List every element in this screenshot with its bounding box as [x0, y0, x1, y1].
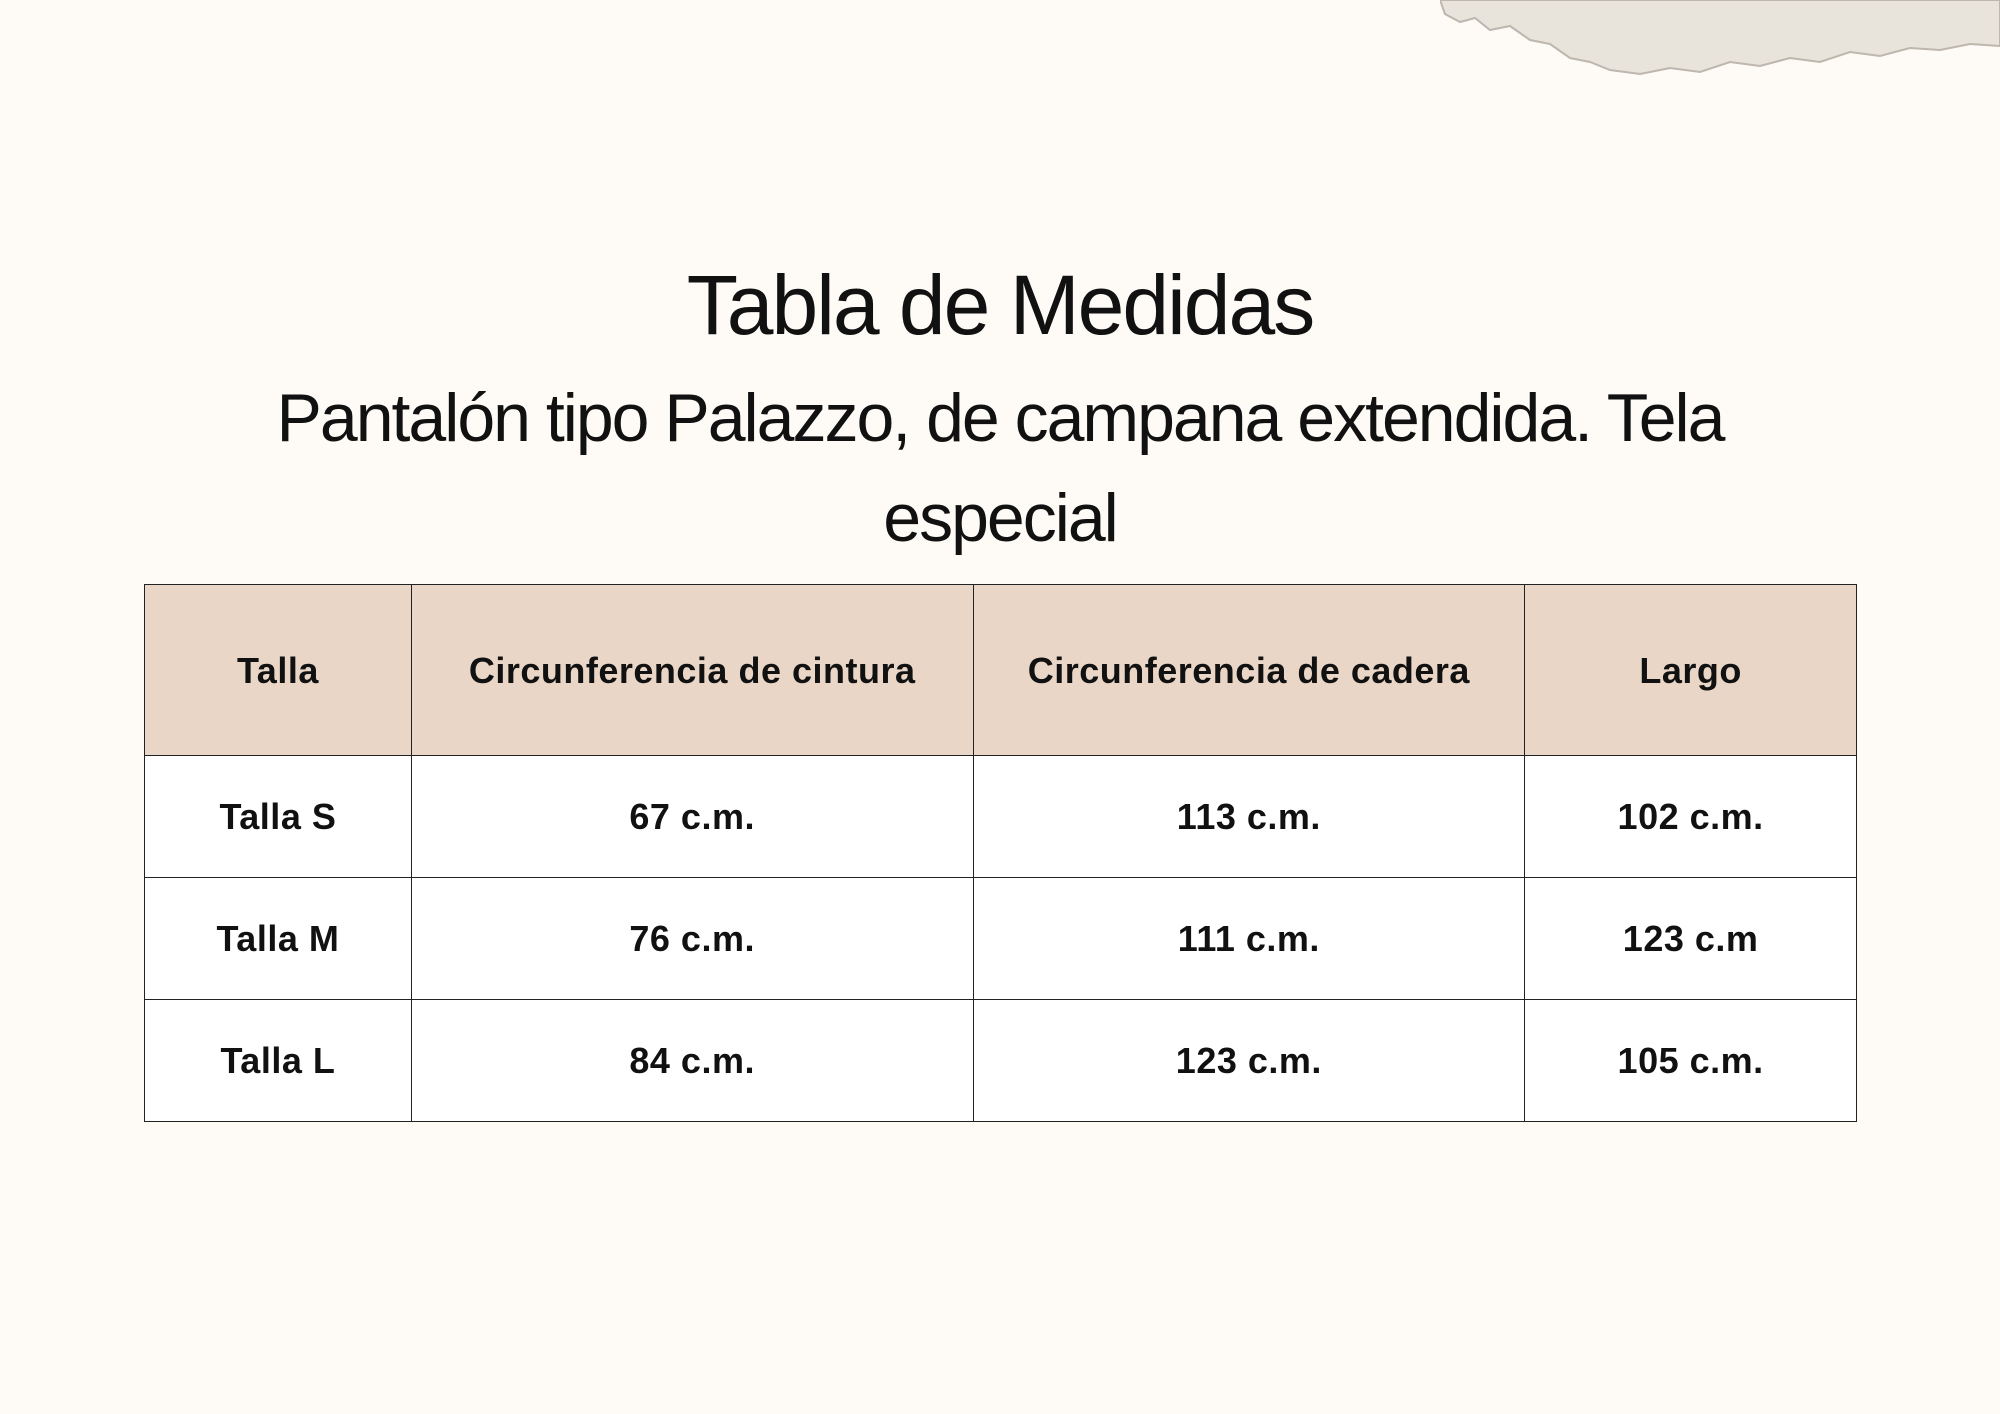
table-body: Talla S 67 c.m. 113 c.m. 102 c.m. Talla M 76 … [144, 755, 1857, 1122]
measure-cell: 102 c.m. [1524, 755, 1857, 878]
measure-cell: 111 c.m. [972, 877, 1526, 1000]
size-cell: Talla S [144, 755, 412, 878]
header-row: Talla Circunferencia de cintura Circunfere… [144, 584, 1857, 756]
table-row: Talla L 84 c.m. 123 c.m. 105 c.m. [144, 999, 1857, 1122]
title: Tabla de Medidas [686, 258, 1315, 352]
column-header: Largo [1524, 584, 1857, 756]
measure-cell: 123 c.m [1524, 877, 1857, 1000]
measure-cell: 84 c.m. [410, 999, 974, 1122]
measure-cell: 105 c.m. [1524, 999, 1857, 1122]
measure-cell: 76 c.m. [410, 877, 974, 1000]
measure-cell: 113 c.m. [972, 755, 1526, 878]
size-cell: Talla L [144, 999, 412, 1122]
table-row: Talla S 67 c.m. 113 c.m. 102 c.m. [144, 755, 1857, 878]
column-header: Talla [144, 584, 412, 756]
column-header: Circunferencia de cintura [410, 584, 974, 756]
torn-paper-decoration [1440, 0, 2000, 76]
table-row: Talla M 76 c.m. 111 c.m. 123 c.m [144, 877, 1857, 1000]
size-cell: Talla M [144, 877, 412, 1000]
measure-cell: 67 c.m. [410, 755, 974, 878]
size-table: Talla Circunferencia de cintura Circunfere… [144, 584, 1857, 1122]
subtitle: Pantalón tipo Palazzo, de campana extend… [276, 380, 1726, 556]
column-header: Circunferencia de cadera [972, 584, 1526, 756]
measure-cell: 123 c.m. [972, 999, 1526, 1122]
